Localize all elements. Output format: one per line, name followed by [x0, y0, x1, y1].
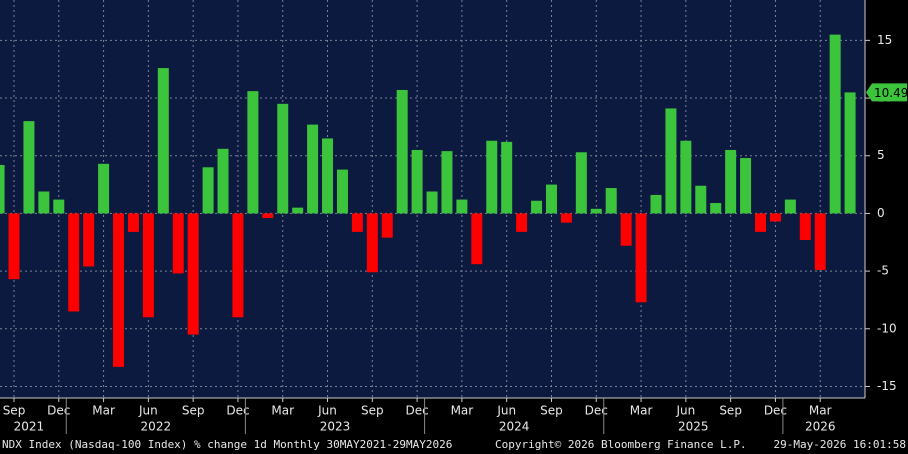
chart-title: NDX Index (Nasdaq-100 Index) % change 1d… [2, 438, 452, 451]
x-tick-label: Mar [630, 404, 653, 418]
bar [471, 213, 483, 265]
bar [157, 68, 169, 214]
x-tick-label: Dec [764, 404, 787, 418]
bar [680, 140, 692, 214]
bar [844, 92, 856, 214]
bar [695, 185, 707, 214]
x-tick-label: Mar [809, 404, 832, 418]
timestamp: 29-May-2026 16:01:58 [774, 438, 906, 451]
bar [441, 151, 453, 214]
bar [456, 199, 468, 214]
bar [725, 149, 737, 214]
bar [351, 213, 363, 232]
bar [232, 213, 244, 318]
bar [98, 163, 110, 214]
last-value-label: 10.49 [874, 86, 908, 100]
year-label: 2021 [14, 420, 45, 434]
bar [381, 213, 393, 238]
bar [665, 108, 677, 214]
bar [545, 184, 557, 214]
bar [292, 207, 304, 214]
year-label: 2022 [141, 420, 172, 434]
bar [127, 213, 139, 232]
bar [396, 89, 408, 214]
bar [113, 213, 125, 367]
x-tick-label: Jun [138, 404, 158, 418]
bar [426, 191, 438, 214]
bar [799, 213, 811, 240]
x-tick-label: Dec [226, 404, 249, 418]
x-tick-label: Sep [361, 404, 384, 418]
x-tick-label: Mar [451, 404, 474, 418]
bar [501, 141, 513, 214]
bar [605, 188, 617, 214]
x-tick-label: Mar [92, 404, 115, 418]
x-tick-label: Sep [719, 404, 742, 418]
bar [814, 213, 826, 270]
x-tick-label: Mar [271, 404, 294, 418]
bar [172, 213, 184, 274]
y-tick-label: -5 [877, 264, 889, 278]
x-tick-label: Dec [585, 404, 608, 418]
bar [486, 140, 498, 214]
last-value-tag [866, 83, 907, 102]
year-label: 2026 [805, 420, 836, 434]
bar [635, 213, 647, 303]
bar [53, 199, 65, 214]
x-tick-label: Jun [317, 404, 337, 418]
y-tick-label: 5 [877, 148, 885, 162]
x-tick-label: Sep [182, 404, 205, 418]
bar [769, 213, 781, 222]
x-tick-label: Dec [405, 404, 428, 418]
bar [202, 167, 214, 214]
bar [38, 191, 50, 214]
bar [217, 148, 229, 214]
bar [247, 91, 259, 214]
x-tick-label: Jun [675, 404, 695, 418]
bar [531, 200, 543, 214]
bar [784, 199, 796, 214]
bar [829, 34, 841, 214]
bar [516, 213, 528, 232]
y-tick-label: 0 [877, 206, 885, 220]
year-label: 2023 [320, 420, 351, 434]
bar [650, 194, 662, 214]
bar [0, 164, 5, 214]
bar [307, 124, 319, 214]
bar [710, 203, 722, 214]
x-tick-label: Sep [540, 404, 563, 418]
bar [142, 213, 154, 318]
y-tick-label: 15 [877, 33, 892, 47]
plot [0, 0, 865, 398]
bar [83, 213, 95, 267]
bar [590, 208, 602, 214]
bar [740, 158, 752, 214]
bar [560, 213, 572, 223]
x-tick-label: Sep [3, 404, 26, 418]
y-tick-label: -10 [877, 321, 897, 335]
bar [262, 213, 274, 219]
bar [575, 152, 587, 214]
bar [411, 149, 423, 214]
year-label: 2024 [499, 420, 530, 434]
bar [277, 103, 289, 214]
copyright: Copyright© 2026 Bloomberg Finance L.P. [495, 438, 747, 451]
bar [23, 121, 35, 214]
year-label: 2025 [678, 420, 709, 434]
x-tick-label: Dec [47, 404, 70, 418]
bar [322, 138, 334, 214]
bar [187, 213, 199, 335]
bar [755, 213, 766, 232]
bar [8, 213, 20, 280]
bar [620, 213, 632, 246]
y-tick-label: -15 [877, 379, 897, 393]
bar [68, 213, 80, 312]
x-tick-label: Jun [496, 404, 516, 418]
bar [336, 169, 348, 214]
bar [366, 213, 378, 273]
